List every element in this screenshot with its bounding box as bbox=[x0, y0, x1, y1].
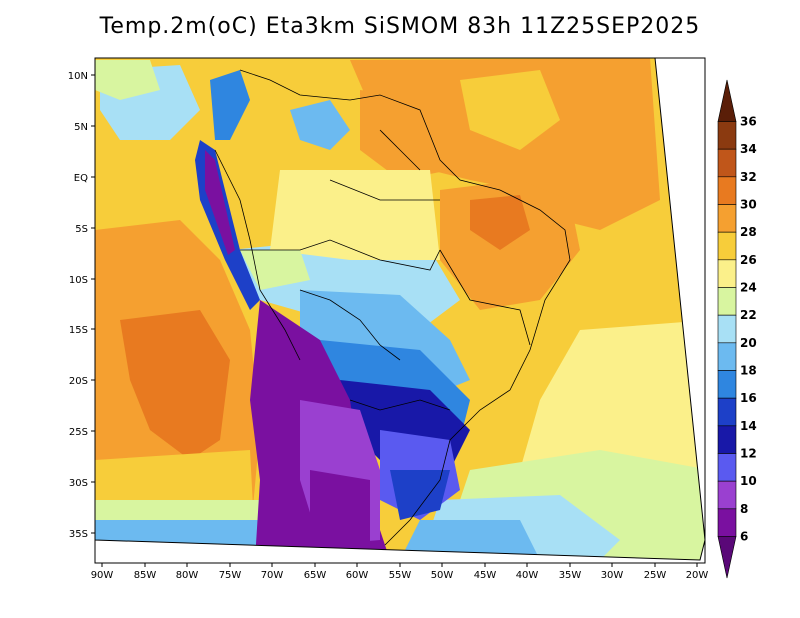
colorbar-segment bbox=[717, 121, 737, 150]
lat-tick: 10N bbox=[68, 71, 95, 82]
colorbar-segment bbox=[717, 204, 737, 233]
colorbar-segment bbox=[717, 259, 737, 288]
colorbar-label: 32 bbox=[740, 170, 757, 184]
lat-tick: 5N bbox=[74, 122, 95, 133]
lon-tick: 55W bbox=[389, 563, 412, 581]
lat-tick: EQ bbox=[74, 173, 95, 184]
colorbar-segment bbox=[717, 508, 737, 537]
svg-text:45W: 45W bbox=[474, 570, 497, 581]
svg-text:EQ: EQ bbox=[74, 173, 88, 184]
colorbar-label: 34 bbox=[740, 142, 757, 156]
svg-text:20S: 20S bbox=[69, 376, 88, 387]
svg-text:90W: 90W bbox=[91, 570, 114, 581]
colorbar-segment bbox=[717, 397, 737, 427]
colorbar-label: 24 bbox=[740, 281, 757, 295]
lon-tick: 70W bbox=[261, 563, 284, 581]
lat-tick: 30S bbox=[69, 478, 95, 489]
svg-text:65W: 65W bbox=[304, 570, 327, 581]
colorbar-label: 28 bbox=[740, 225, 757, 239]
svg-text:30W: 30W bbox=[601, 570, 624, 581]
lon-tick: 50W bbox=[431, 563, 454, 581]
svg-text:60W: 60W bbox=[346, 570, 369, 581]
colorbar-segment bbox=[717, 342, 737, 371]
colorbar-segment bbox=[717, 231, 737, 261]
lat-tick: 15S bbox=[69, 325, 95, 336]
lat-tick: 5S bbox=[75, 224, 95, 235]
lon-tick: 85W bbox=[134, 563, 157, 581]
colorbar-label: 36 bbox=[740, 115, 757, 129]
lon-tick: 90W bbox=[91, 563, 114, 581]
lon-tick: 80W bbox=[176, 563, 199, 581]
lat-tick: 35S bbox=[69, 529, 95, 540]
colorbar-label: 20 bbox=[740, 336, 757, 350]
latitude-axis: 10N 5N EQ 5S 10S 15S 20S 25S 30S 35S bbox=[68, 71, 95, 540]
svg-text:80W: 80W bbox=[176, 570, 199, 581]
lon-tick: 20W bbox=[686, 563, 709, 581]
colorbar-segment bbox=[717, 287, 737, 316]
colorbar-label: 6 bbox=[740, 530, 748, 544]
colorbar-segment bbox=[717, 425, 737, 454]
colorbar-segment bbox=[717, 480, 737, 510]
colorbar-segment bbox=[717, 370, 737, 399]
svg-text:30S: 30S bbox=[69, 478, 88, 489]
longitude-axis: 90W 85W 80W 75W 70W 65W 60W 55W 50W 45W … bbox=[91, 563, 709, 581]
colorbar-label: 8 bbox=[740, 502, 748, 516]
colorbar-label: 30 bbox=[740, 198, 757, 212]
colorbar-label: 12 bbox=[740, 447, 757, 461]
svg-text:25W: 25W bbox=[644, 570, 667, 581]
svg-text:55W: 55W bbox=[389, 570, 412, 581]
svg-text:5N: 5N bbox=[74, 122, 88, 133]
lon-tick: 35W bbox=[559, 563, 582, 581]
colorbar-segment bbox=[717, 79, 737, 122]
lat-tick: 25S bbox=[69, 427, 95, 438]
svg-text:20W: 20W bbox=[686, 570, 709, 581]
svg-text:25S: 25S bbox=[69, 427, 88, 438]
lon-tick: 75W bbox=[219, 563, 242, 581]
colorbar-segment bbox=[717, 314, 737, 344]
map-title: Temp.2m(oC) Eta3km SiSMOM 83h 11Z25SEP20… bbox=[99, 14, 701, 39]
svg-text:50W: 50W bbox=[431, 570, 454, 581]
lat-tick: 10S bbox=[69, 275, 95, 286]
svg-text:35S: 35S bbox=[69, 529, 88, 540]
lon-tick: 60W bbox=[346, 563, 369, 581]
colorbar-label: 16 bbox=[740, 391, 757, 405]
colorbar: 36 34 32 30 28 26 24 22 20 18 16 14 12 10 8 6 bbox=[717, 79, 757, 579]
svg-text:10S: 10S bbox=[69, 275, 88, 286]
colorbar-label: 14 bbox=[740, 419, 757, 433]
svg-text:5S: 5S bbox=[75, 224, 88, 235]
lon-tick: 30W bbox=[601, 563, 624, 581]
svg-text:10N: 10N bbox=[68, 71, 88, 82]
svg-text:75W: 75W bbox=[219, 570, 242, 581]
colorbar-label: 26 bbox=[740, 253, 757, 267]
svg-text:85W: 85W bbox=[134, 570, 157, 581]
colorbar-segment bbox=[717, 176, 737, 205]
svg-text:15S: 15S bbox=[69, 325, 88, 336]
colorbar-label: 10 bbox=[740, 474, 757, 488]
colorbar-label: 18 bbox=[740, 364, 757, 378]
political-borders bbox=[214, 69, 571, 546]
colorbar-segment bbox=[717, 148, 737, 178]
colorbar-segment bbox=[717, 453, 737, 482]
lon-tick: 65W bbox=[304, 563, 327, 581]
svg-text:70W: 70W bbox=[261, 570, 284, 581]
lon-tick: 40W bbox=[516, 563, 539, 581]
lon-tick: 45W bbox=[474, 563, 497, 581]
svg-text:40W: 40W bbox=[516, 570, 539, 581]
colorbar-segment bbox=[717, 536, 737, 579]
svg-text:35W: 35W bbox=[559, 570, 582, 581]
colorbar-label: 22 bbox=[740, 308, 757, 322]
temperature-field bbox=[95, 58, 705, 560]
lat-tick: 20S bbox=[69, 376, 95, 387]
lon-tick: 25W bbox=[644, 563, 667, 581]
